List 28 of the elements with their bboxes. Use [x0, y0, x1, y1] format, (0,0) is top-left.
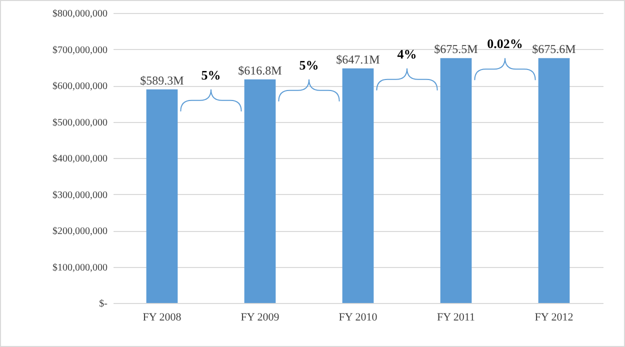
- x-tick-label: FY 2008: [142, 312, 182, 324]
- annotation: 4%: [397, 46, 417, 62]
- y-tick-label: $300,000,000: [52, 190, 108, 201]
- bar: [146, 89, 178, 303]
- annotation: 5%: [299, 57, 319, 72]
- data-label: $647.1M: [336, 52, 380, 66]
- y-tick-label: $600,000,000: [52, 81, 108, 92]
- x-tick-label: FY 2011: [437, 312, 475, 324]
- x-tick-label: FY 2010: [338, 312, 378, 324]
- bar: [538, 58, 570, 303]
- data-label: $616.8M: [238, 63, 282, 78]
- annotation: 0.02%: [487, 36, 523, 52]
- data-label: $589.3M: [140, 73, 184, 88]
- x-tick-label: FY 2009: [240, 312, 280, 324]
- data-label: $675.6M: [532, 42, 576, 56]
- y-tick-label: $100,000,000: [52, 262, 108, 274]
- y-tick-label: $-: [99, 298, 108, 310]
- y-tick-label: $400,000,000: [52, 154, 108, 164]
- y-tick-label: $200,000,000: [52, 226, 108, 237]
- bar: [342, 68, 374, 303]
- y-tick-label: $500,000,000: [52, 117, 108, 128]
- bar: [244, 79, 276, 303]
- y-tick-label: $800,000,000: [52, 8, 108, 20]
- x-tick-label: FY 2012: [534, 312, 574, 324]
- bar: [440, 58, 472, 303]
- y-tick-label: $700,000,000: [52, 44, 108, 56]
- data-label: $675.5M: [434, 42, 478, 56]
- annotation: 5%: [201, 67, 221, 82]
